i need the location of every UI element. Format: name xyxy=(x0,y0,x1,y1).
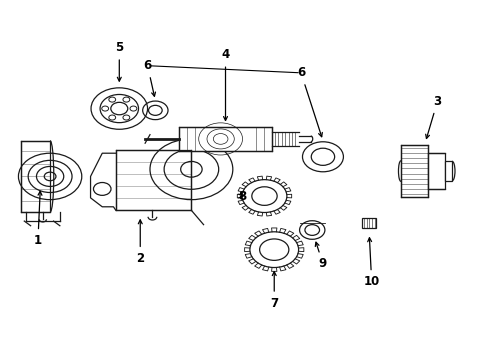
Text: 6: 6 xyxy=(144,59,155,96)
Bar xyxy=(428,153,445,189)
Text: 5: 5 xyxy=(115,41,123,81)
Text: 9: 9 xyxy=(315,242,327,270)
Bar xyxy=(179,127,272,150)
Text: 1: 1 xyxy=(34,191,42,247)
Bar xyxy=(21,141,50,212)
Text: 7: 7 xyxy=(270,272,278,310)
Bar xyxy=(401,145,428,197)
Text: 2: 2 xyxy=(136,220,145,265)
Text: 10: 10 xyxy=(364,238,380,288)
Text: 8: 8 xyxy=(239,190,246,203)
Text: 4: 4 xyxy=(221,49,230,121)
Bar xyxy=(116,150,192,210)
Text: 6: 6 xyxy=(297,66,322,137)
Bar xyxy=(445,161,452,181)
Text: 3: 3 xyxy=(426,95,441,139)
Bar xyxy=(363,217,376,228)
